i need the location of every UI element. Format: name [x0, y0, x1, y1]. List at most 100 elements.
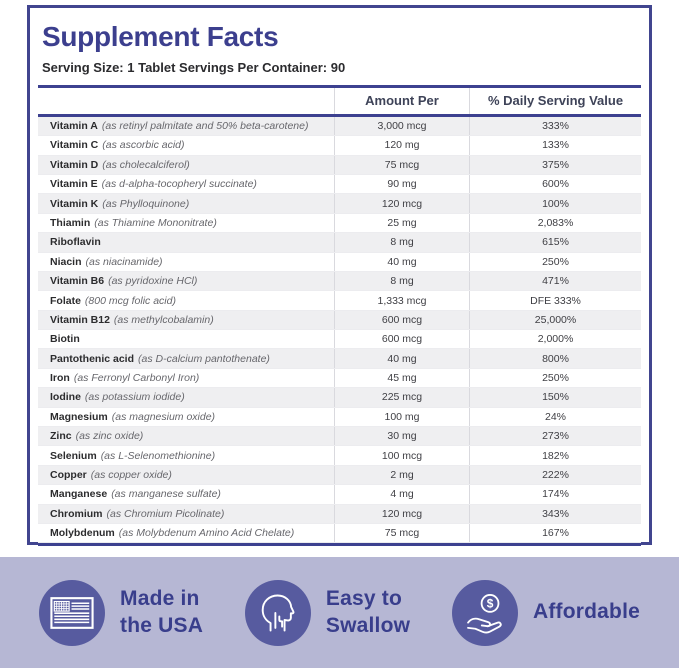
nutrient-detail: (as cholecalciferol)	[102, 158, 190, 171]
daily-value: 250%	[542, 255, 569, 268]
nutrient-detail: (as potassium iodide)	[84, 391, 185, 404]
table-row: Manganese (as manganese sulfate) 4 mg 174%	[38, 485, 641, 505]
nutrient-detail: (as L-Selenomethionine)	[100, 449, 216, 462]
table-row: Vitamin B6 (as pyridoxine HCl) 8 mg 471%	[38, 271, 641, 292]
amount-value: 600 mcg	[335, 310, 470, 330]
amount-value: 100 mg	[335, 407, 470, 427]
amount-value: 75 mcg	[335, 524, 470, 543]
badge-easy-to-swallow: Easy to Swallow	[244, 579, 410, 646]
nutrient-cell: Thiamin (as Thiamine Mononitrate)	[38, 213, 335, 233]
table-row: Vitamin K (as Phylloquinone) 120 mcg 100%	[38, 194, 641, 214]
table-row: Niacin (as niacinamide) 40 mg 250%	[38, 252, 641, 272]
daily-value: 343%	[542, 507, 569, 520]
nutrient-name: Vitamin B12	[50, 313, 110, 326]
table-row: Iodine (as potassium iodide) 225 mcg 150%	[38, 388, 641, 408]
table-row: Pantothenic acid (as D-calcium pantothena…	[38, 349, 641, 369]
amount-value: 3,000 mcg	[335, 116, 470, 136]
nutrient-cell: Vitamin C (as ascorbic acid)	[38, 136, 335, 155]
amount-value: 4 mg	[335, 485, 470, 504]
nutrient-name: Copper	[50, 469, 87, 482]
daily-value: 250%	[542, 372, 569, 385]
table-header-row: Amount Per % Daily Serving Value	[38, 87, 641, 114]
amount-value: 225 mcg	[335, 388, 470, 407]
amount-value: 40 mg	[335, 349, 470, 368]
nutrient-name: Molybdenum	[50, 527, 115, 540]
amount-value: 600 mcg	[335, 330, 470, 349]
amount-value: 8 mg	[335, 233, 470, 252]
table-body: Vitamin A (as retinyl palmitate and 50% b…	[38, 116, 641, 544]
usa-flag-icon	[39, 579, 105, 646]
daily-value: 150%	[542, 391, 569, 404]
daily-value: DFE 333%	[530, 294, 581, 307]
divider	[38, 84, 641, 88]
nutrient-cell: Vitamin B12 (as methylcobalamin)	[38, 310, 335, 330]
amount-value: 30 mg	[335, 427, 470, 446]
nutrient-cell: Niacin (as niacinamide)	[38, 252, 335, 271]
daily-value: 133%	[542, 139, 569, 152]
nutrient-detail: (as Ferronyl Carbonyl Iron)	[73, 372, 200, 385]
nutrient-name: Niacin	[50, 255, 82, 268]
daily-value: 615%	[542, 236, 569, 249]
daily-value: 167%	[542, 527, 569, 540]
nutrient-cell: Zinc (as zinc oxide)	[38, 427, 335, 446]
daily-value: 800%	[542, 352, 569, 365]
nutrient-name: Iron	[50, 372, 70, 385]
nutrient-cell: Copper (as copper oxide)	[38, 465, 335, 485]
nutrient-cell: Vitamin K (as Phylloquinone)	[38, 194, 335, 213]
supplement-facts-panel: Supplement Facts Serving Size: 1 Tablet …	[27, 5, 652, 547]
nutrient-detail: (as magnesium oxide)	[111, 410, 216, 423]
nutrient-cell: Pantothenic acid (as D-calcium pantothena…	[38, 349, 335, 368]
nutrient-cell: Chromium (as Chromium Picolinate)	[38, 504, 335, 523]
badge-label: Affordable	[533, 600, 640, 624]
serving-info: Serving Size: 1 Tablet Servings Per Cont…	[42, 59, 346, 75]
daily-value: 25,000%	[534, 313, 577, 326]
table-row: Zinc (as zinc oxide) 30 mg 273%	[38, 427, 641, 447]
table-row: Vitamin B12 (as methylcobalamin) 600 mcg 25…	[38, 310, 641, 331]
nutrient-detail: (as niacinamide)	[85, 255, 163, 268]
nutrient-name: Magnesium	[50, 410, 108, 423]
nutrient-name: Vitamin A	[50, 119, 98, 132]
supplement-facts-table: Amount Per % Daily Serving Value Vitamin…	[38, 87, 641, 547]
amount-value: 120 mg	[335, 136, 470, 155]
daily-value: 273%	[542, 430, 569, 443]
divider	[38, 543, 641, 547]
nutrient-name: Manganese	[50, 488, 108, 501]
nutrient-detail: (as zinc oxide)	[75, 430, 144, 443]
nutrient-cell: Manganese (as manganese sulfate)	[38, 485, 335, 504]
nutrient-cell: Vitamin B6 (as pyridoxine HCl)	[38, 271, 335, 291]
amount-value: 1,333 mcg	[335, 291, 470, 310]
daily-value: 222%	[542, 469, 569, 482]
nutrient-name: Chromium	[50, 507, 103, 520]
nutrient-detail: (as d-alpha-tocopheryl succinate)	[101, 178, 257, 191]
daily-value: 600%	[542, 178, 569, 191]
daily-value: 182%	[542, 449, 569, 462]
nutrient-cell: Vitamin D (as cholecalciferol)	[38, 155, 335, 174]
nutrient-detail: (as Molybdenum Amino Acid Chelate)	[118, 527, 295, 540]
nutrient-detail: (as manganese sulfate)	[111, 488, 221, 501]
table-row: Molybdenum (as Molybdenum Amino Acid Chel…	[38, 524, 641, 544]
table-row: Folate (800 mcg folic acid) 1,333 mcg DFE 3…	[38, 291, 641, 311]
svg-text:$: $	[487, 596, 494, 610]
badge-label: Made in the USA	[120, 587, 204, 637]
table-row: Riboflavin 8 mg 615%	[38, 233, 641, 253]
nutrient-name: Vitamin K	[50, 197, 99, 210]
nutrient-name: Iodine	[50, 391, 81, 404]
amount-value: 8 mg	[335, 271, 470, 291]
daily-value: 375%	[542, 158, 569, 171]
nutrient-cell: Riboflavin	[38, 233, 335, 252]
table-row: Magnesium (as magnesium oxide) 100 mg 24%	[38, 407, 641, 428]
nutrient-detail: (as Chromium Picolinate)	[106, 507, 225, 520]
amount-value: 75 mcg	[335, 155, 470, 174]
table-row: Copper (as copper oxide) 2 mg 222%	[38, 465, 641, 486]
amount-value: 100 mcg	[335, 446, 470, 465]
nutrient-column-header	[38, 87, 335, 114]
nutrient-detail: (as D-calcium pantothenate)	[138, 352, 270, 365]
table-row: Biotin 600 mcg 2,000%	[38, 330, 641, 350]
affordable-icon: $	[452, 579, 518, 646]
table-row: Vitamin C (as ascorbic acid) 120 mg 133%	[38, 136, 641, 156]
nutrient-detail: (800 mcg folic acid)	[84, 294, 176, 307]
table-row: Vitamin E (as d-alpha-tocopheryl succinat…	[38, 174, 641, 195]
daily-value: 333%	[542, 119, 569, 132]
daily-value: 174%	[542, 488, 569, 501]
badge-affordable: $ Affordable	[452, 579, 640, 646]
